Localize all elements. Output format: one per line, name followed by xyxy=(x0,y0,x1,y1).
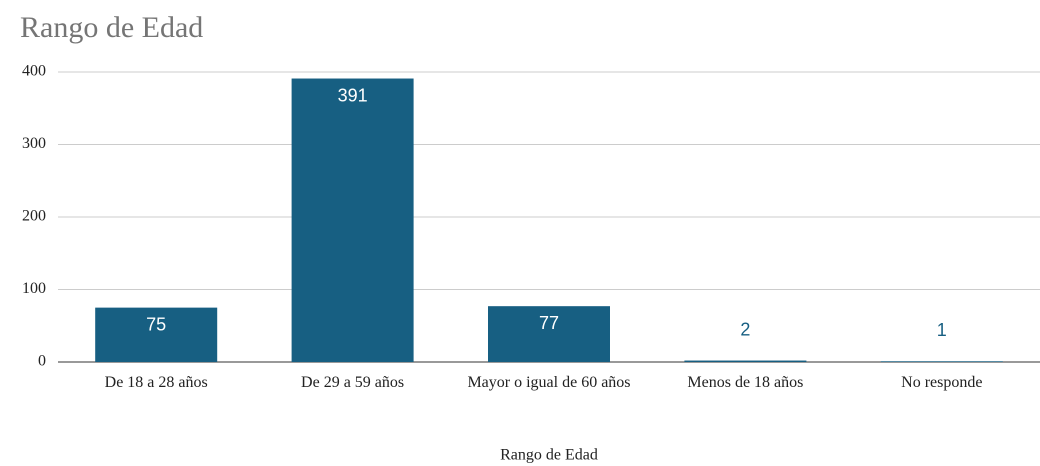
data-label: 391 xyxy=(338,85,368,105)
chart-title: Rango de Edad xyxy=(20,11,203,44)
y-tick-label: 400 xyxy=(22,63,46,80)
y-tick-label: 200 xyxy=(22,208,46,225)
data-label: 2 xyxy=(740,319,750,339)
x-tick-label: De 18 a 28 años xyxy=(104,374,208,391)
data-label: 75 xyxy=(146,314,166,334)
x-tick-label: De 29 a 59 años xyxy=(301,374,405,391)
bar xyxy=(684,360,807,362)
bar xyxy=(880,361,1003,362)
bar xyxy=(95,307,218,362)
y-tick-label: 300 xyxy=(22,135,46,152)
y-tick-label: 0 xyxy=(38,353,46,370)
x-tick-label: No responde xyxy=(901,374,983,391)
bar xyxy=(488,306,610,362)
data-label: 77 xyxy=(539,313,559,333)
y-tick-label: 100 xyxy=(22,280,46,297)
x-tick-label: Mayor o igual de 60 años xyxy=(467,374,631,391)
bar xyxy=(291,78,414,363)
data-label: 1 xyxy=(937,320,947,340)
x-axis-label: Rango de Edad xyxy=(500,447,598,464)
x-tick-label: Menos de 18 años xyxy=(687,374,804,391)
